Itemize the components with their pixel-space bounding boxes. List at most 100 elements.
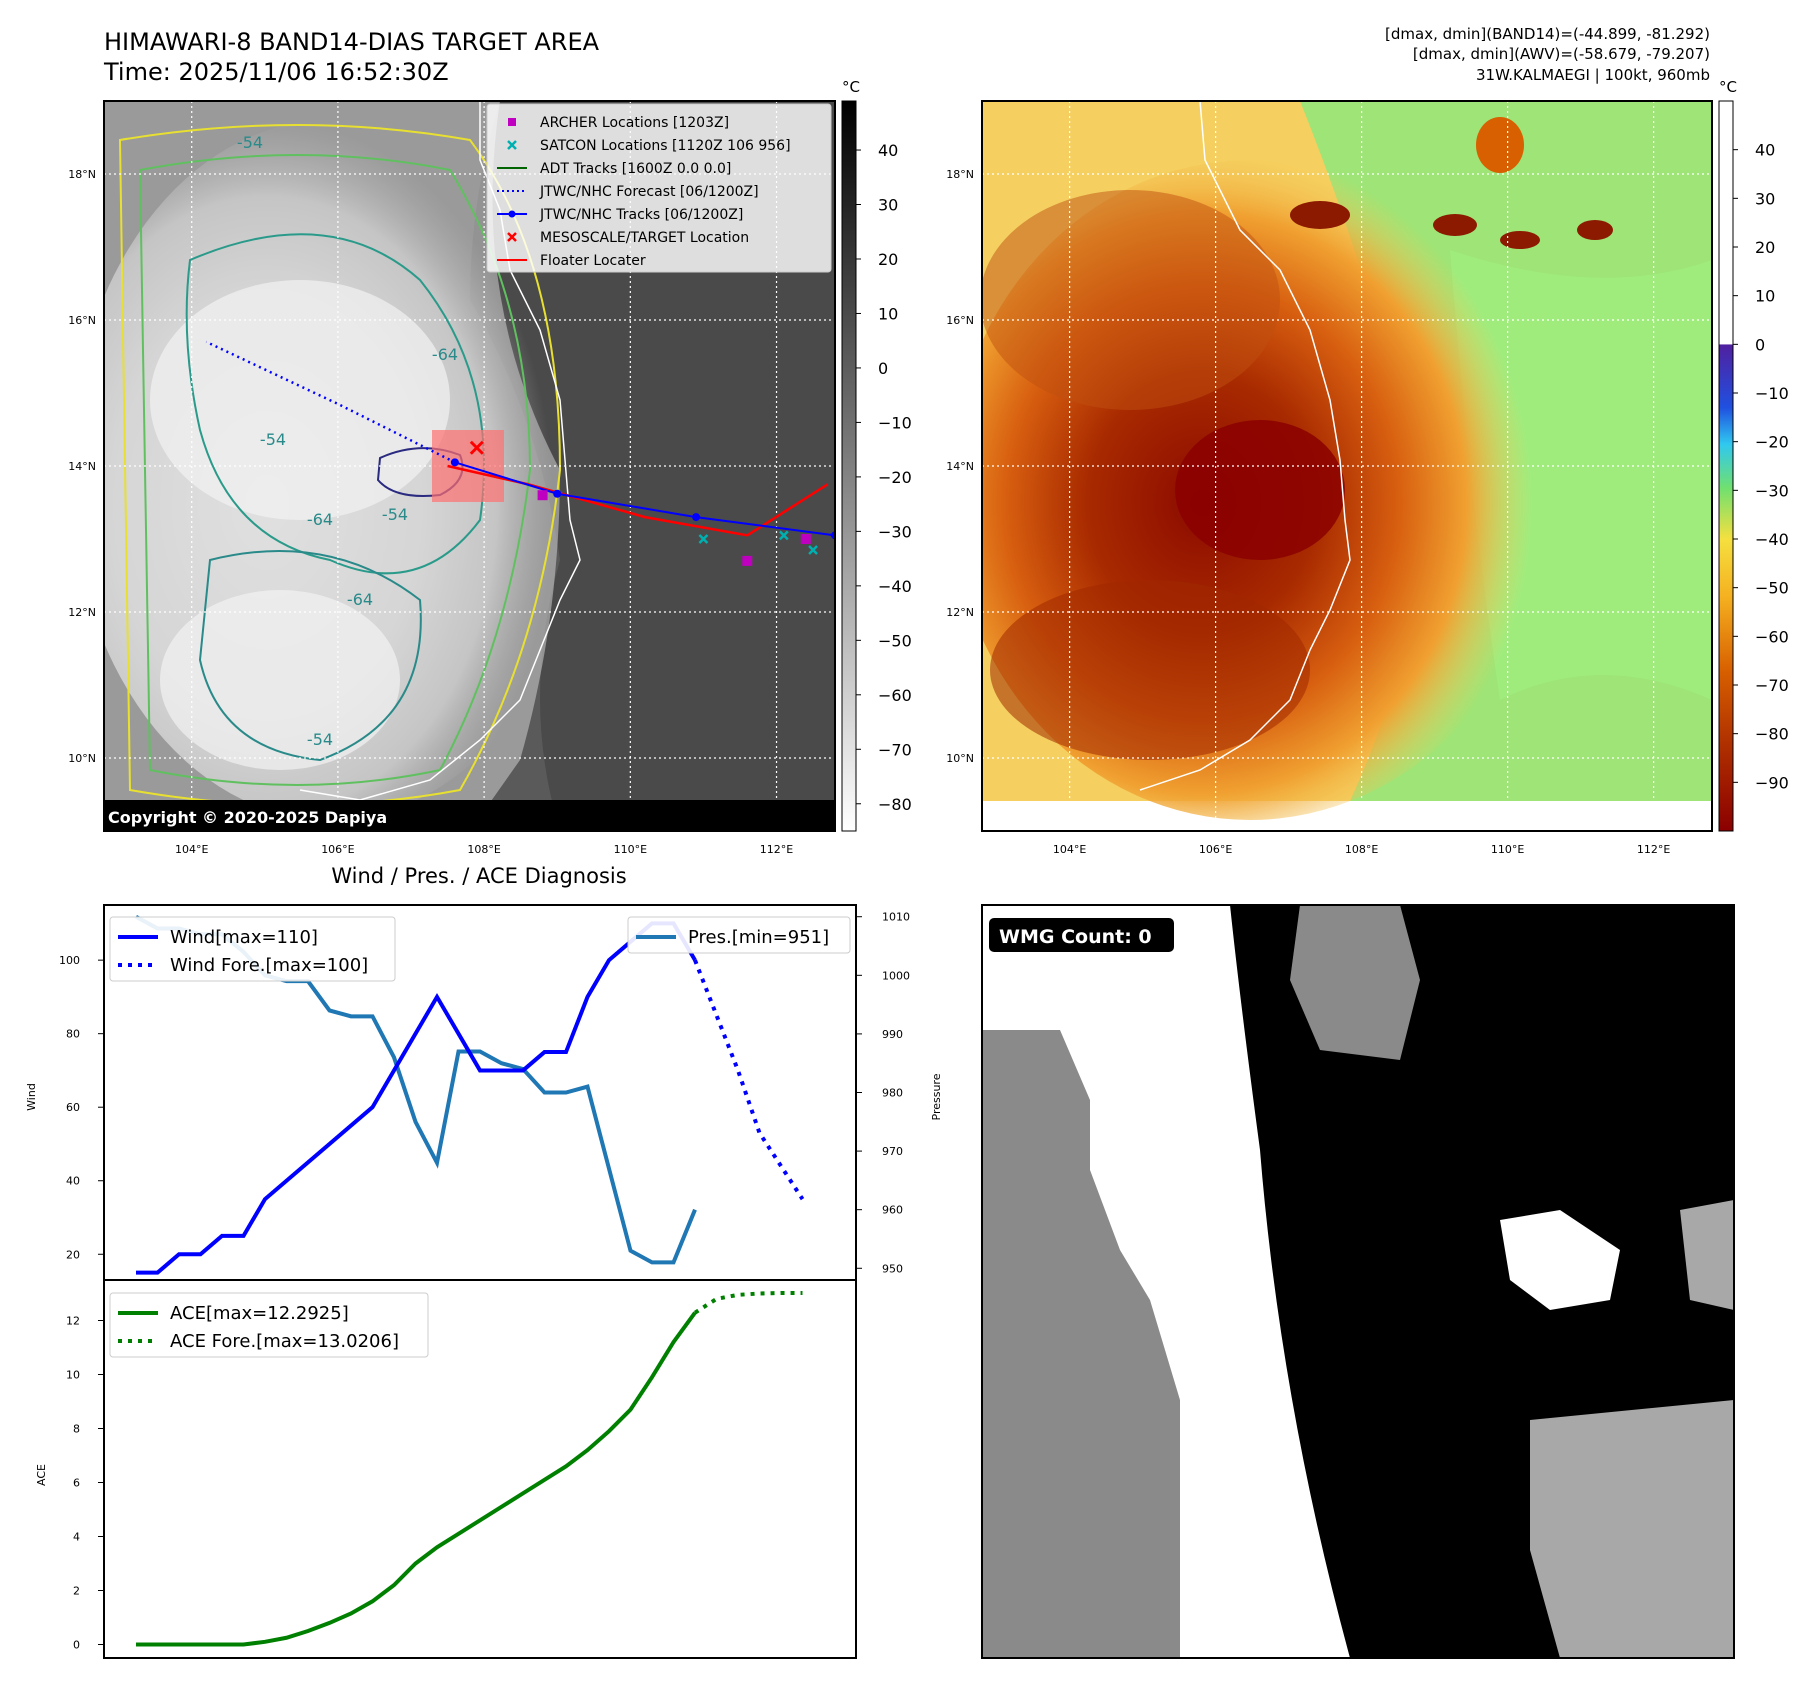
ir-cbar-tick-label: 20: [878, 250, 898, 269]
pressure-legend-box: [627, 916, 851, 954]
ir-cloud-core-n: [150, 280, 450, 520]
awv-lon-label: 108°E: [1345, 843, 1378, 856]
figure-time: Time: 2025/11/06 16:52:30Z: [103, 58, 449, 86]
dmax-dmin-awv: [dmax, dmin](AWV)=(-58.679, -79.207): [1413, 45, 1710, 63]
awv-cbar-tick-label: −30: [1755, 481, 1789, 500]
awv-cbar-tick-label: 30: [1755, 189, 1775, 208]
pressure-ytick-label: 960: [882, 1204, 903, 1217]
ace-forecast-line: [693, 1290, 803, 1315]
ace-ytick-label: 0: [73, 1639, 80, 1652]
awv-cbar-tick-label: −60: [1755, 627, 1789, 646]
pressure-ytick-label: 970: [882, 1145, 903, 1158]
pressure-ytick-label: 1010: [882, 911, 910, 924]
storm-info: 31W.KALMAEGI | 100kt, 960mb: [1476, 66, 1710, 84]
contour-teal-a: [185, 233, 485, 575]
legend-label: MESOSCALE/TARGET Location: [540, 230, 749, 246]
wind-ytick-label: 60: [66, 1101, 80, 1114]
awv-frame: [981, 100, 1713, 832]
legend-label: JTWC/NHC Tracks [06/1200Z]: [539, 207, 743, 223]
awv-cbar-tick-label: 10: [1755, 287, 1775, 306]
awv-cbar-tick-label: −40: [1755, 530, 1789, 549]
awv-lat-label: 14°N: [946, 460, 974, 473]
ir-lat-label: 12°N: [68, 606, 96, 619]
legend-label: ARCHER Locations [1203Z]: [540, 115, 729, 131]
ir-cbar-tick-label: −80: [878, 795, 912, 814]
awv-lon-label: 104°E: [1053, 843, 1086, 856]
contour-label: -54: [260, 430, 286, 449]
wind-forecast-line: [693, 959, 805, 1201]
awv-cell-3: [1500, 231, 1540, 249]
awv-cell-1: [1290, 201, 1350, 229]
awv-coldest-core: [1175, 420, 1345, 560]
ace-ytick-label: 4: [73, 1531, 80, 1544]
ir-contour-labels: -54 -64 -64 -64 -54 -54 -54: [237, 133, 458, 749]
diagnosis-panel: Wind / Pres. / ACE Diagnosis 20406080100…: [25, 864, 943, 1659]
legend-label: Floater Locater: [540, 253, 646, 269]
ir-cbar-tick-label: −50: [878, 631, 912, 650]
ir-clear-area: [470, 101, 835, 831]
awv-lat-label: 16°N: [946, 314, 974, 327]
copyright-strip: [104, 800, 835, 831]
satcon-point: [698, 534, 709, 544]
wind-legend-label: Wind Fore.[max=100]: [170, 955, 368, 976]
contour-label: -54: [237, 133, 263, 152]
ir-cbar-tick-label: 10: [878, 304, 898, 323]
ir-tracks: [205, 340, 835, 566]
wmg-gray-east: [1530, 1400, 1734, 1658]
ir-colorbar-ticks: 40 30 20 10 0 −10 −20 −30 −40 −50 −60 −70 −80: [856, 141, 912, 814]
ace-ytick-label: 10: [66, 1369, 80, 1382]
legend-swatch-x: [507, 232, 517, 242]
ace-line: [136, 1311, 697, 1647]
dmax-dmin-band14: [dmax, dmin](BAND14)=(-44.899, -81.292): [1385, 25, 1710, 43]
wmg-gray-north: [1290, 905, 1420, 1060]
legend-label: SATCON Locations [1120Z 106 956]: [540, 138, 791, 154]
floater-track-line: [447, 464, 829, 537]
ir-cbar-tick-label: −60: [878, 686, 912, 705]
awv-cbar-tick-label: −50: [1755, 579, 1789, 598]
wmg-gray-east-2: [1680, 1200, 1734, 1310]
ir-lon-label: 104°E: [175, 843, 208, 856]
awv-colorbar: [1718, 100, 1734, 832]
awv-cbar-tick-label: 40: [1755, 141, 1775, 160]
wind-ylabel: Wind: [25, 1083, 38, 1111]
awv-grid: [982, 101, 1712, 831]
awv-cbar-tick-label: −70: [1755, 676, 1789, 695]
pressure-ytick-label: 980: [882, 1087, 903, 1100]
diagnosis-title: Wind / Pres. / ACE Diagnosis: [331, 864, 626, 888]
wind-ticks: 20 40 60 80 100 950 960 970 980 990 1000 1010 Wind Pr…: [25, 911, 943, 1276]
awv-cold-north: [982, 190, 1280, 410]
ir-legend: ARCHER Locations [1203Z] SATCON Locations…: [486, 103, 832, 273]
ir-lat-label: 16°N: [68, 314, 96, 327]
ace-series: [136, 1290, 803, 1647]
contour-label: -54: [307, 730, 333, 749]
awv-cbar-tick-label: −10: [1755, 384, 1789, 403]
legend-swatch-dot: [508, 210, 516, 218]
awv-cbar-tick-label: 20: [1755, 238, 1775, 257]
legend-label: JTWC/NHC Forecast [06/1200Z]: [539, 184, 759, 200]
ir-lon-label: 106°E: [321, 843, 354, 856]
wmg-frame: [981, 904, 1735, 1659]
wmg-badge: WMG Count: 0: [999, 926, 1152, 948]
awv-cell-5: [1476, 117, 1524, 173]
ir-lat-label: 10°N: [68, 752, 96, 765]
wmg-gray-west: [982, 1030, 1180, 1658]
ir-lat-label: 14°N: [68, 460, 96, 473]
awv-map-panel: 18°N 16°N 14°N 12°N 10°N 104°E 106°E 108°E 110°E…: [946, 78, 1789, 856]
ir-frame: [103, 100, 836, 832]
jtwc-track-point: [692, 513, 701, 522]
jtwc-track-point: [553, 489, 562, 498]
wind-line: [136, 921, 697, 1275]
pressure-ytick-label: 990: [882, 1028, 903, 1041]
ir-cbar-tick-label: 40: [878, 141, 898, 160]
pressure-legend-label: Pres.[min=951]: [688, 927, 829, 948]
ir-colorbar: [841, 100, 857, 832]
awv-colorbar-unit: °C: [1719, 78, 1737, 96]
contour-label: -64: [347, 590, 373, 609]
archer-point: [800, 534, 811, 544]
awv-axis-labels: 18°N 16°N 14°N 12°N 10°N 104°E 106°E 108°E 110°E…: [946, 168, 1670, 856]
awv-lon-label: 110°E: [1491, 843, 1524, 856]
wind-ytick-label: 80: [66, 1028, 80, 1041]
wind-legend-label: Wind[max=110]: [170, 927, 318, 948]
wmg-panel: WMG Count: 0: [981, 904, 1735, 1659]
